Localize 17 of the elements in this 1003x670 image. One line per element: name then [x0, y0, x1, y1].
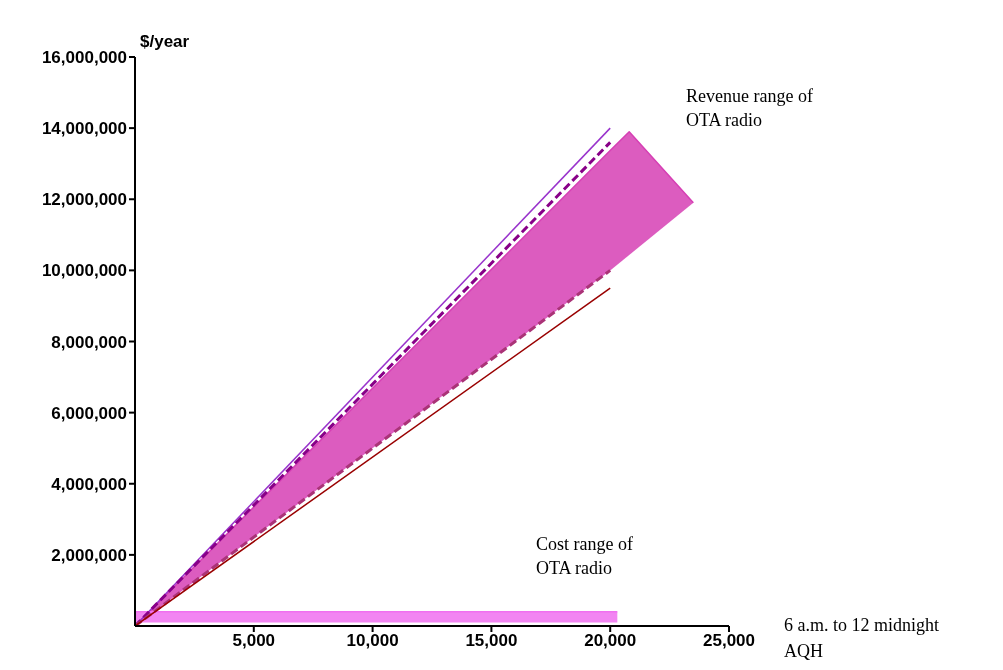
y-tick-label: 2,000,000 — [51, 545, 127, 565]
y-tick-label: 10,000,000 — [41, 261, 127, 281]
x-tick-label: 25,000 — [703, 631, 755, 651]
x-tick-label: 15,000 — [465, 631, 518, 651]
x-tick-label: 5,000 — [232, 631, 276, 651]
y-axis-title: $/year — [140, 32, 190, 52]
x-axis-title: 6 a.m. to 12 midnight AQH — [784, 614, 939, 663]
y-tick-label: 12,000,000 — [41, 190, 127, 210]
x-tick-label: 10,000 — [346, 631, 399, 651]
y-tick-label: 16,000,000 — [41, 48, 127, 68]
annotation: Cost range of OTA radio — [536, 533, 633, 580]
annotation: Revenue range of OTA radio — [686, 85, 813, 132]
y-tick-label: 8,000,000 — [51, 332, 127, 352]
y-tick-label: 4,000,000 — [51, 474, 127, 494]
y-tick-label: 6,000,000 — [51, 403, 127, 423]
y-tick-label: 14,000,000 — [41, 119, 127, 139]
x-tick-label: 20,000 — [584, 631, 637, 651]
